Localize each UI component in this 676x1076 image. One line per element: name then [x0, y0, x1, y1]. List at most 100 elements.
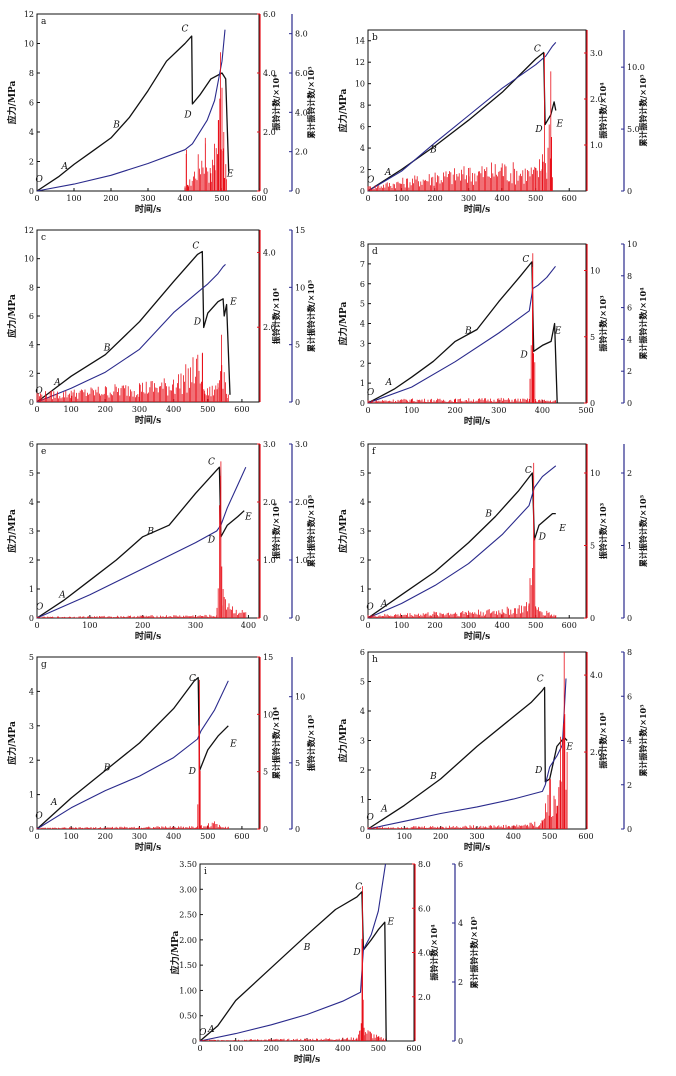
panel-letter: f — [372, 447, 376, 457]
x-axis-title: 时间/s — [464, 630, 490, 642]
ringing-count-bars — [36, 334, 229, 402]
y-tick-label: 8 — [360, 101, 365, 110]
point-label-C: C — [355, 882, 362, 892]
x-tick-label: 200 — [135, 621, 150, 630]
y3-tick-label: 2.0 — [295, 148, 308, 157]
point-label-O: O — [366, 602, 374, 612]
y2-tick-label: 0 — [590, 614, 595, 623]
point-label-E: E — [229, 298, 237, 308]
point-label-D: D — [207, 536, 215, 546]
plot-frame — [36, 656, 260, 830]
x-tick-label: 100 — [394, 621, 409, 630]
x-tick-label: 300 — [461, 621, 476, 630]
y-tick-label: 10 — [355, 80, 365, 89]
chart-panel-b: 0 100 200 300 400 500 600 时间/s 0 2 4 6 8 10 12 14 应力/MPa… — [337, 29, 648, 215]
y-tick-label: 14 — [355, 37, 365, 46]
y-axis-title: 应力/MPa — [337, 509, 349, 553]
y2-tick-label: 0 — [590, 399, 595, 408]
x-tick-label: 0 — [365, 621, 370, 630]
y-tick-label: 5 — [29, 469, 34, 478]
point-label-C: C — [534, 44, 541, 54]
y2-tick-label: 4.0 — [418, 949, 431, 958]
stress-curve — [199, 891, 387, 1042]
point-label-D: D — [519, 350, 527, 360]
y3-axis-title: 累计振铃计数/×10⁵ — [638, 494, 648, 567]
x-axis-title: 时间/s — [464, 415, 490, 427]
y-tick-label: 2 — [360, 766, 365, 775]
y3-tick-label: 8 — [627, 648, 632, 657]
y3-axis-title: 累计振铃计数/×10⁵ — [306, 279, 316, 352]
y3-tick-label: 6 — [627, 692, 632, 701]
point-label-E: E — [226, 169, 234, 179]
y3-tick-label: 8.0 — [295, 30, 308, 39]
ringing-count-bars — [367, 462, 557, 618]
point-label-B: B — [112, 121, 120, 131]
point-label-C: C — [522, 255, 529, 265]
x-tick-label: 400 — [495, 194, 510, 203]
x-axis-title: 时间/s — [464, 841, 490, 853]
y-tick-label: 12 — [24, 10, 34, 19]
y-tick-label: 12 — [355, 58, 365, 67]
y2-tick-label: 5 — [263, 768, 268, 777]
y-tick-label: 3 — [360, 527, 365, 536]
x-tick-label: 500 — [528, 621, 543, 630]
y-tick-label: 0 — [192, 1037, 197, 1046]
point-label-E: E — [554, 326, 562, 336]
y-tick-label: 0 — [29, 614, 34, 623]
y-tick-label: 6 — [360, 648, 365, 657]
x-tick-label: 300 — [299, 1044, 314, 1053]
y2-tick-label: 1.0 — [590, 141, 603, 150]
point-label-A: A — [207, 1025, 215, 1035]
y-tick-label: 1.50 — [179, 961, 197, 970]
y2-tick-label: 1.0 — [263, 556, 276, 565]
x-tick-label: 400 — [166, 405, 181, 414]
y-tick-label: 7 — [360, 260, 365, 269]
point-label-D: D — [183, 110, 191, 120]
panel-letter: h — [372, 655, 378, 665]
panel-letter: e — [41, 447, 46, 457]
point-label-A: A — [385, 378, 393, 388]
y-tick-label: 5 — [360, 678, 365, 687]
x-tick-label: 300 — [461, 194, 476, 203]
y-axis-title: 应力/MPa — [169, 931, 181, 975]
x-tick-label: 0 — [365, 194, 370, 203]
x-tick-label: 300 — [132, 832, 147, 841]
y2-axis-title: 振铃计数/×10⁴ — [271, 287, 281, 344]
y-tick-label: 0 — [360, 614, 365, 623]
y-tick-label: 2 — [360, 359, 365, 368]
y2-tick-label: 3.0 — [590, 49, 603, 58]
point-label-E: E — [565, 742, 573, 752]
plot-frame — [367, 29, 587, 192]
y-tick-label: 5 — [360, 300, 365, 309]
y2-tick-label: 0 — [263, 614, 268, 623]
y3-axis-title: 累计振铃计数/×10⁵ — [306, 494, 316, 567]
point-label-E: E — [556, 120, 564, 130]
y-tick-label: 5 — [29, 653, 34, 662]
x-axis-title: 时间/s — [135, 841, 161, 853]
y-axis-title: 应力/MPa — [337, 89, 349, 133]
y2-tick-label: 10 — [590, 469, 600, 478]
y-tick-label: 6 — [29, 99, 34, 108]
y-tick-label: 2 — [29, 556, 34, 565]
y-tick-label: 3.00 — [179, 885, 197, 894]
y3-tick-label: 2 — [627, 469, 632, 478]
point-label-B: B — [429, 145, 437, 155]
stress-curve — [367, 51, 557, 192]
y3-tick-label: 5 — [295, 759, 300, 768]
y-tick-label: 4 — [29, 687, 34, 696]
point-label-C: C — [189, 674, 196, 684]
y-tick-label: 1 — [360, 585, 365, 594]
cumulative-count-curve — [36, 466, 247, 619]
y3-axis-title: 累计振铃计数/×10⁴ — [638, 287, 648, 360]
x-tick-label: 100 — [64, 405, 79, 414]
y-tick-label: 2 — [360, 166, 365, 175]
y-tick-label: 2.50 — [179, 911, 197, 920]
y3-tick-label: 2 — [627, 367, 632, 376]
x-tick-label: 600 — [234, 832, 249, 841]
x-tick-label: 0 — [34, 621, 39, 630]
x-tick-label: 400 — [177, 194, 192, 203]
point-label-A: A — [380, 804, 388, 814]
y3-tick-label: 6.0 — [295, 69, 308, 78]
y2-tick-label: 4.0 — [263, 248, 276, 257]
